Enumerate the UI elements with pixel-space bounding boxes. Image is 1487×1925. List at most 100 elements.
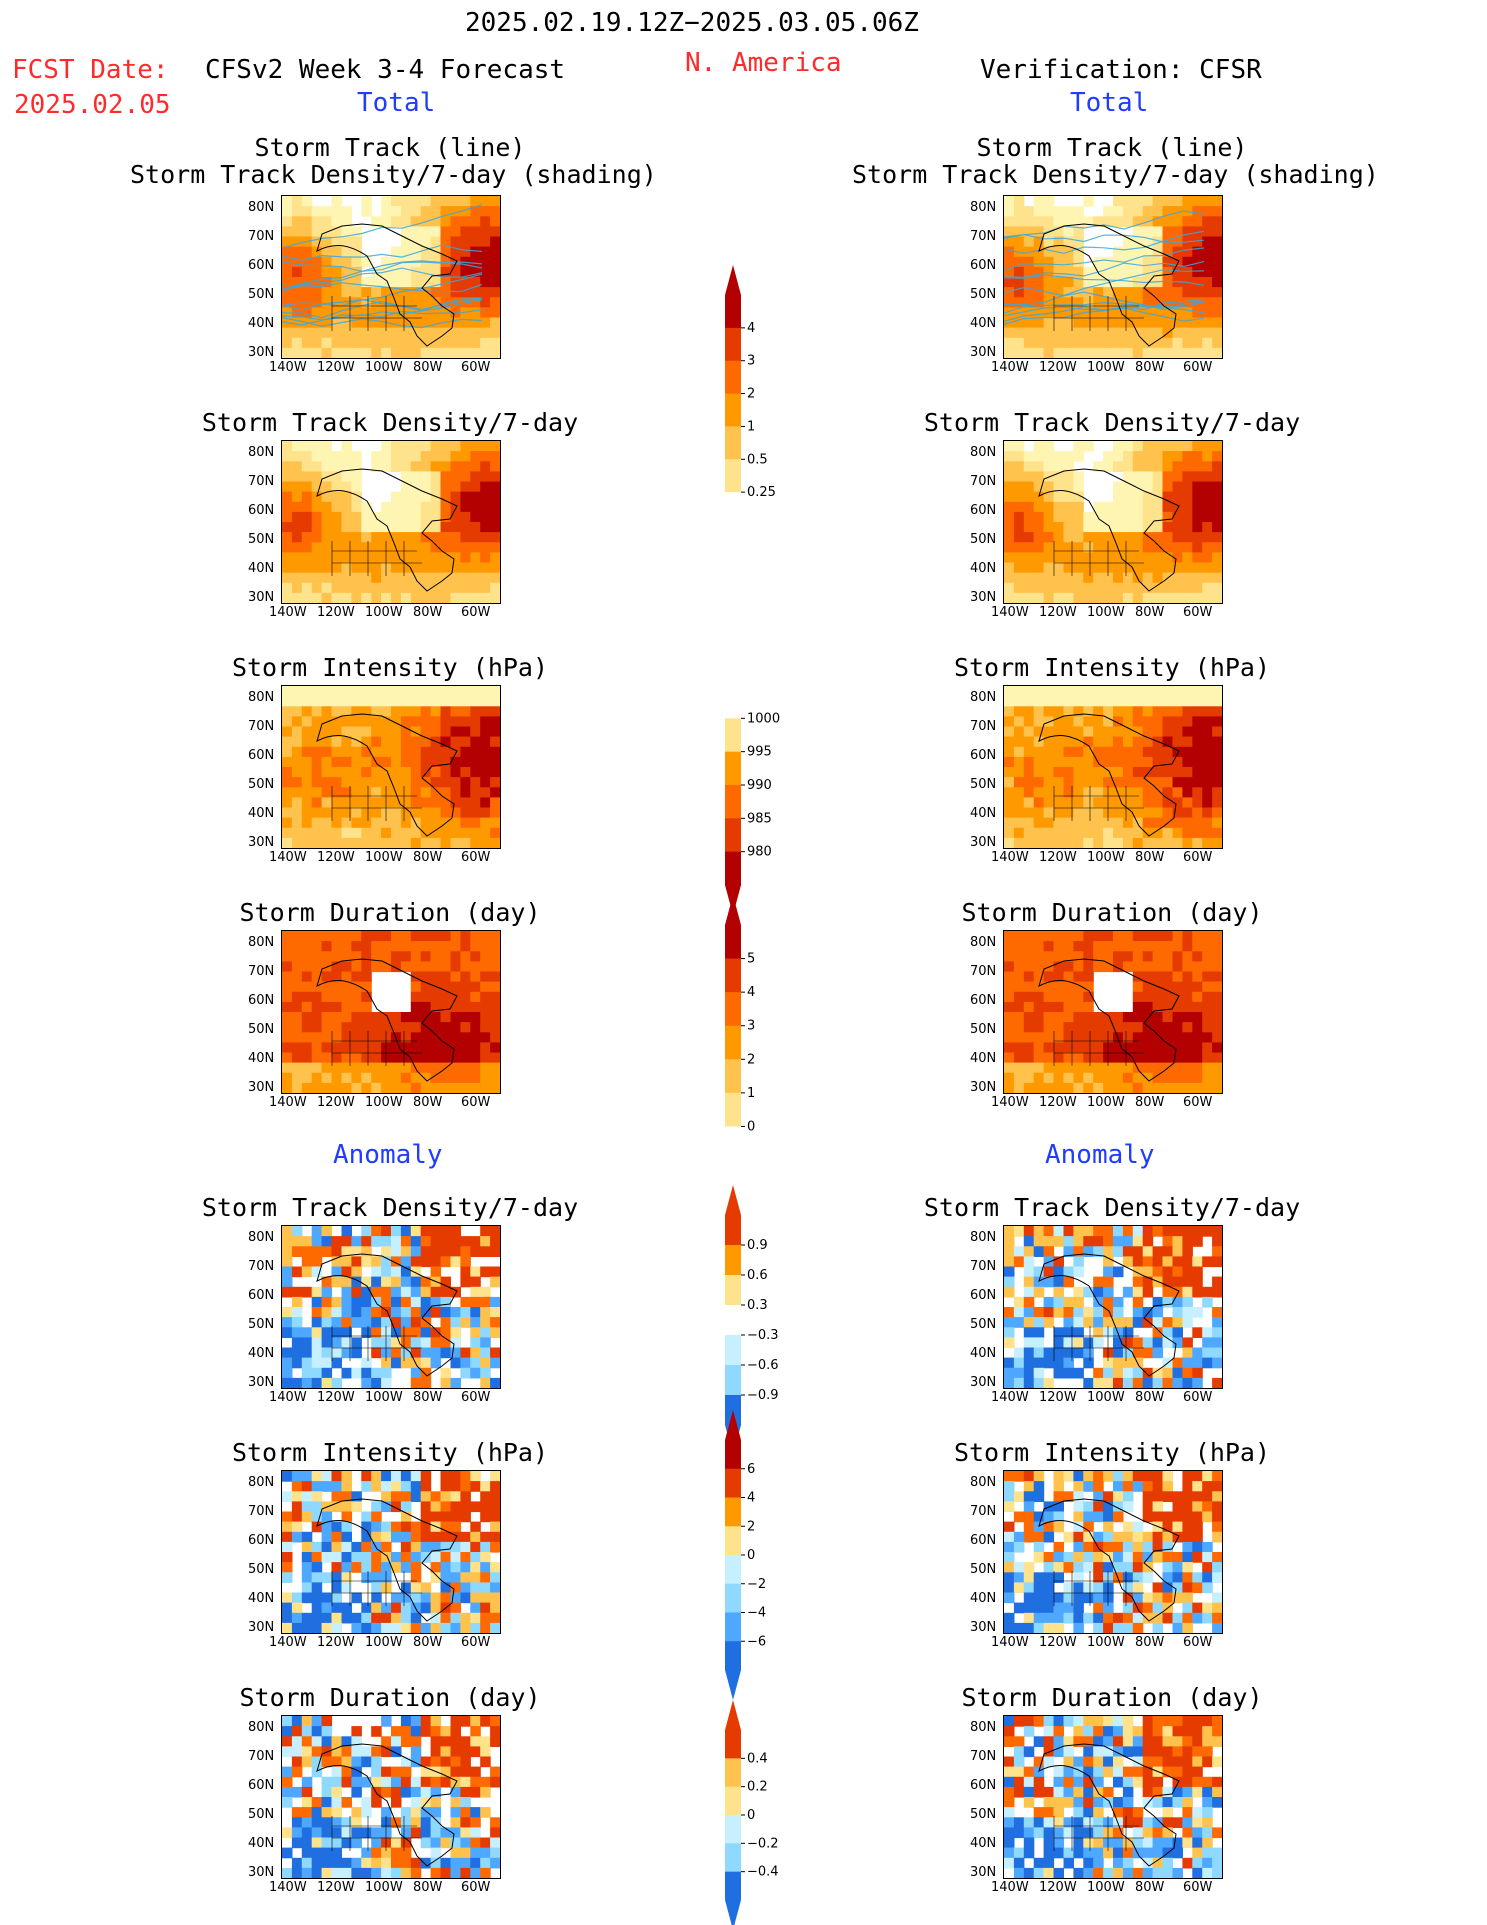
lon-label: 100W	[365, 605, 403, 620]
lat-label: 70N	[970, 474, 997, 489]
lat-label: 30N	[970, 1865, 997, 1880]
fcst-date: 2025.02.05	[14, 90, 171, 120]
verif-map-3-title-1: Storm Intensity (hPa)	[953, 653, 1271, 682]
lon-label: 120W	[1039, 605, 1077, 620]
lat-label: 30N	[248, 1865, 275, 1880]
lon-label: 140W	[269, 850, 307, 865]
lat-label: 60N	[970, 1778, 997, 1793]
fcst-map-3-title-1: Storm Intensity (hPa)	[231, 653, 549, 682]
lat-label: 60N	[970, 748, 997, 763]
fcst-map-3	[281, 685, 501, 849]
lat-label: 70N	[248, 474, 275, 489]
fcst-map-4-title-1: Storm Duration (day)	[239, 898, 541, 927]
lon-label: 60W	[1183, 605, 1213, 620]
lon-label: 100W	[1087, 1095, 1125, 1110]
density-total-colorbar: 4 3 2 1 0.5 0.25	[725, 265, 805, 555]
lat-label: 80N	[248, 1230, 275, 1245]
intensity-anom-colorbar-tick: −4	[747, 1606, 766, 1621]
duration-total-colorbar-tick: 0	[747, 1119, 755, 1134]
duration-total-colorbar-tick: 1	[747, 1086, 755, 1101]
density-total-colorbar-tick: 2	[747, 387, 755, 402]
lat-label: 40N	[970, 1591, 997, 1606]
density-anom-colorbar-tick: −0.6	[747, 1358, 779, 1373]
verif-map-3	[1003, 685, 1223, 849]
lon-label: 140W	[991, 1390, 1029, 1405]
lon-label: 140W	[991, 850, 1029, 865]
model-title: CFSv2 Week 3-4 Forecast	[205, 55, 566, 85]
lat-label: 70N	[248, 964, 275, 979]
density-anom-colorbar-tick: 0.9	[747, 1238, 768, 1253]
lon-label: 100W	[365, 1880, 403, 1895]
lon-label: 140W	[269, 1390, 307, 1405]
lon-label: 80W	[413, 1880, 443, 1895]
intensity-anom-colorbar-tick: 2	[747, 1519, 755, 1534]
verif-map-4-title-1: Storm Duration (day)	[961, 898, 1263, 927]
lon-label: 80W	[1135, 360, 1165, 375]
verif-map-7-title-1: Storm Duration (day)	[961, 1683, 1263, 1712]
lon-label: 140W	[269, 360, 307, 375]
lat-label: 80N	[248, 690, 275, 705]
lon-label: 140W	[991, 1095, 1029, 1110]
lat-label: 60N	[248, 993, 275, 1008]
lon-label: 60W	[1183, 1390, 1213, 1405]
lon-label: 120W	[317, 360, 355, 375]
lat-label: 40N	[970, 1051, 997, 1066]
lat-label: 60N	[248, 748, 275, 763]
verif-map-7	[1003, 1715, 1223, 1879]
lon-label: 60W	[461, 605, 491, 620]
fcst-map-4	[281, 930, 501, 1094]
total-right-label: Total	[1070, 88, 1149, 118]
verification-label: Verification: CFSR	[980, 55, 1262, 85]
lon-label: 100W	[1087, 1390, 1125, 1405]
lat-label: 60N	[970, 1288, 997, 1303]
lon-label: 80W	[1135, 1390, 1165, 1405]
lat-label: 40N	[970, 1346, 997, 1361]
lat-label: 60N	[970, 993, 997, 1008]
lat-label: 80N	[248, 445, 275, 460]
lon-label: 80W	[1135, 1095, 1165, 1110]
lat-label: 60N	[248, 503, 275, 518]
intensity-anom-colorbar-tick: −6	[747, 1634, 766, 1649]
lat-label: 60N	[248, 1288, 275, 1303]
fcst-map-2-title-1: Storm Track Density/7-day	[201, 408, 579, 437]
intensity-total-colorbar-tick: 995	[747, 745, 772, 760]
lat-label: 70N	[970, 1749, 997, 1764]
lat-label: 50N	[970, 532, 997, 547]
verif-map-5	[1003, 1225, 1223, 1389]
lat-label: 50N	[248, 1562, 275, 1577]
density-anom-colorbar-tick: 0.3	[747, 1298, 768, 1313]
intensity-total-colorbar-tick: 980	[747, 845, 772, 860]
lon-label: 60W	[461, 1095, 491, 1110]
lon-label: 140W	[991, 1635, 1029, 1650]
lon-label: 120W	[317, 1880, 355, 1895]
lon-label: 80W	[413, 360, 443, 375]
fcst-map-7	[281, 1715, 501, 1879]
lon-label: 120W	[1039, 1635, 1077, 1650]
verif-map-2	[1003, 440, 1223, 604]
lat-label: 40N	[248, 806, 275, 821]
lat-label: 80N	[970, 1230, 997, 1245]
lat-label: 30N	[248, 345, 275, 360]
lon-label: 120W	[317, 1095, 355, 1110]
density-total-colorbar-tick: 0.25	[747, 485, 776, 500]
duration-anom-colorbar-tick: −0.2	[747, 1836, 779, 1851]
lat-label: 40N	[248, 1836, 275, 1851]
density-total-colorbar-tick: 3	[747, 354, 755, 369]
verif-map-4	[1003, 930, 1223, 1094]
lat-label: 40N	[248, 561, 275, 576]
lon-label: 120W	[317, 1635, 355, 1650]
lat-label: 50N	[970, 1022, 997, 1037]
lon-label: 60W	[1183, 1095, 1213, 1110]
lat-label: 70N	[248, 719, 275, 734]
lat-label: 40N	[970, 561, 997, 576]
verif-map-5-title-1: Storm Track Density/7-day	[923, 1193, 1301, 1222]
lon-label: 100W	[365, 1390, 403, 1405]
lon-label: 120W	[1039, 1390, 1077, 1405]
region-label: N. America	[685, 48, 842, 78]
fcst-map-5-title-1: Storm Track Density/7-day	[201, 1193, 579, 1222]
lat-label: 50N	[970, 287, 997, 302]
lat-label: 50N	[248, 1317, 275, 1332]
intensity-anom-colorbar-tick: 6	[747, 1462, 755, 1477]
lon-label: 100W	[1087, 360, 1125, 375]
lat-label: 60N	[970, 258, 997, 273]
